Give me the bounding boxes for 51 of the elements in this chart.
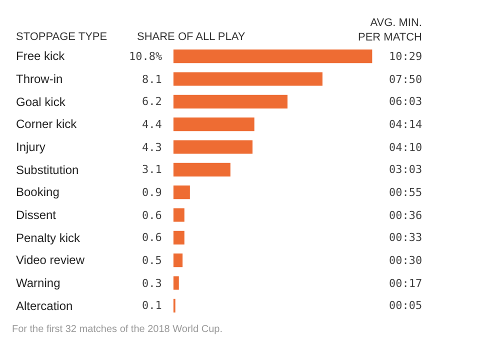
x-axis-title: SHARE OF ALL PLAY: [137, 31, 246, 43]
text: 07:50: [389, 73, 422, 86]
y-tick-label: Throw-in: [16, 72, 63, 86]
y-tick-label: Warning: [16, 276, 60, 290]
data-label: 0.3: [142, 277, 162, 290]
bar: [173, 50, 372, 64]
bar: [173, 94, 288, 108]
bar: [173, 72, 322, 86]
bar: [173, 140, 253, 154]
y-tick-label: Free kick: [16, 49, 66, 63]
y-tick-label: Booking: [16, 185, 60, 199]
data-label: 8.1: [142, 73, 162, 86]
y-tick-label: Substitution: [16, 163, 79, 177]
text: 04:10: [389, 141, 422, 154]
data-label: 0.5: [142, 254, 162, 267]
bar: [173, 276, 179, 290]
text: AVG. MIN. PER MATCH: [358, 17, 422, 44]
text: 00:30: [389, 254, 422, 267]
data-label: 4.4: [142, 118, 162, 131]
data-label: 10.8%: [129, 50, 162, 63]
text: 04:14: [389, 118, 422, 131]
bar: [173, 118, 254, 132]
y-tick-label: Injury: [16, 140, 46, 154]
bar: [173, 208, 184, 222]
data-label: 0.6: [142, 231, 162, 244]
text: 00:36: [389, 209, 422, 222]
data-label: 0.9: [142, 186, 162, 199]
bar: [173, 254, 183, 268]
text: 00:33: [389, 231, 422, 244]
text: 00:17: [389, 277, 422, 290]
text: 06:03: [389, 95, 422, 108]
data-label: 6.2: [142, 95, 162, 108]
y-axis-title: STOPPAGE TYPE: [16, 31, 108, 43]
y-tick-label: Penalty kick: [16, 231, 82, 245]
y-tick-label: Corner kick: [16, 117, 78, 131]
text: 00:55: [389, 186, 422, 199]
bar: [173, 230, 184, 244]
bar: [173, 162, 230, 176]
text: 03:03: [389, 163, 422, 176]
data-label: 0.1: [142, 299, 162, 312]
y-tick-label: Dissent: [16, 208, 57, 222]
data-label: 3.1: [142, 163, 162, 176]
data-label: 0.6: [142, 209, 162, 222]
y-tick-label: Video review: [16, 253, 85, 267]
text: 10:29: [389, 50, 422, 63]
y-tick-label: Altercation: [16, 299, 73, 313]
data-label: 4.3: [142, 141, 162, 154]
text: 00:05: [389, 299, 422, 312]
y-tick-label: Goal kick: [16, 95, 66, 109]
bar: [173, 186, 190, 200]
text: For the first 32 matches of the 2018 World Cup.: [12, 324, 222, 335]
